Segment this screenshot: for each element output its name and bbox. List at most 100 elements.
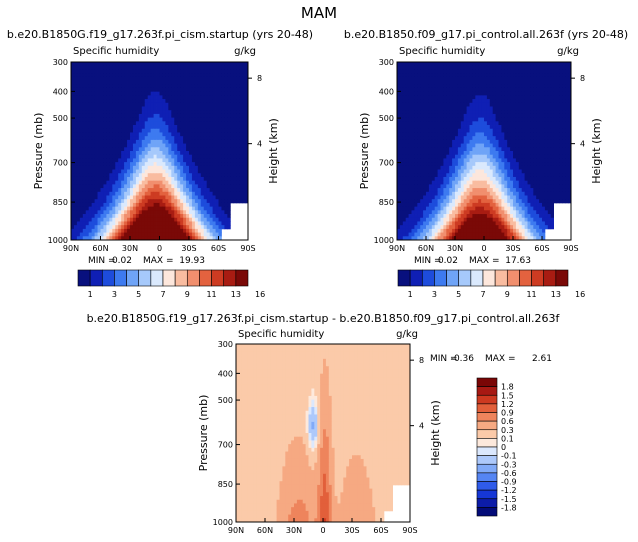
contour-cell — [553, 162, 557, 167]
contour-cell — [212, 173, 216, 178]
contour-cell — [530, 91, 534, 96]
contour-cell — [138, 188, 143, 193]
contour-cell — [530, 69, 534, 74]
contour-cell — [189, 102, 193, 107]
contour-cell — [230, 117, 234, 122]
contour-cell — [82, 228, 87, 233]
contour-cell — [112, 202, 116, 208]
contour-cell — [206, 195, 211, 200]
contour-cell — [206, 154, 211, 159]
contour-cell — [177, 87, 181, 93]
contour-cell — [215, 221, 219, 226]
contour-cell — [174, 232, 178, 237]
contour-cell — [124, 154, 128, 159]
contour-cell — [397, 99, 401, 104]
contour-cell — [437, 65, 441, 70]
contour-cell — [85, 173, 90, 178]
contour-cell — [118, 102, 122, 107]
contour-cell — [550, 188, 554, 193]
contour-cell — [191, 125, 196, 130]
contour-cell — [159, 91, 163, 96]
contour-cell — [236, 173, 240, 178]
contour-cell — [408, 102, 412, 107]
contour-cell — [501, 165, 505, 170]
contour-cell — [135, 214, 140, 219]
contour-cell — [568, 102, 572, 107]
contour-cell — [186, 169, 190, 174]
contour-cell — [112, 214, 116, 219]
contour-cell — [402, 76, 407, 81]
contour-cell — [94, 136, 98, 141]
contour-cell — [168, 191, 172, 196]
contour-cell — [200, 147, 205, 152]
contour-cell — [544, 147, 549, 152]
contour-cell — [79, 232, 84, 237]
contour-cell — [150, 143, 154, 148]
contour-cell — [112, 188, 116, 193]
contour-cell — [245, 176, 249, 182]
contour-cell — [227, 151, 231, 156]
contour-cell — [515, 84, 520, 89]
contour-cell — [212, 162, 216, 167]
contour-cell — [233, 125, 237, 130]
contour-cell — [489, 87, 494, 93]
contour-cell — [73, 113, 78, 119]
contour-cell — [191, 69, 196, 74]
contour-cell — [420, 95, 424, 100]
contour-cell — [245, 84, 249, 89]
contour-cell — [180, 95, 184, 100]
colorbar: 1 3 5 7 9 11 13 16 — [77, 269, 265, 299]
contour-cell — [547, 125, 552, 130]
contour-cell — [428, 143, 433, 148]
contour-cell — [124, 125, 128, 130]
contour-cell — [408, 76, 412, 81]
contour-cell — [91, 173, 95, 178]
contour-cell — [498, 173, 502, 178]
contour-cell — [457, 113, 462, 119]
contour-cell — [159, 87, 163, 93]
contour-cell — [521, 117, 525, 122]
contour-cell — [242, 87, 246, 93]
contour-cell — [118, 154, 122, 159]
contour-cell — [203, 151, 208, 156]
contour-cell — [121, 191, 125, 196]
contour-cell — [200, 62, 205, 67]
contour-cell — [562, 110, 566, 115]
contour-cell — [539, 69, 543, 74]
contour-cell — [501, 91, 505, 96]
contour-cell — [147, 165, 152, 170]
contour-cell — [440, 62, 444, 67]
contour-cell — [174, 147, 178, 152]
contour-cell — [82, 117, 87, 122]
contour-cell — [79, 173, 84, 178]
contour-cell — [507, 76, 511, 81]
contour-cell — [132, 132, 137, 137]
contour-cell — [452, 106, 456, 111]
contour-cell — [124, 176, 128, 182]
contour-cell — [132, 151, 137, 156]
contour-cell — [218, 228, 222, 233]
contour-cell — [428, 99, 433, 104]
contour-cell — [230, 73, 234, 78]
contour-cell — [544, 62, 549, 67]
contour-cell — [118, 188, 122, 193]
contour-cell — [73, 80, 78, 85]
contour-cell — [431, 184, 436, 189]
contour-cell — [469, 69, 473, 74]
contour-cell — [177, 102, 181, 107]
contour-cell — [118, 210, 122, 215]
contour-cell — [440, 113, 444, 119]
contour-cell — [118, 128, 122, 133]
contour-cell — [402, 132, 407, 137]
contour-cell — [118, 184, 122, 189]
contour-cell — [162, 62, 166, 67]
contour-cell — [455, 158, 459, 163]
contour-cell — [475, 91, 479, 96]
contour-cell — [118, 73, 122, 78]
contour-cell — [501, 99, 505, 104]
contour-cell — [486, 69, 491, 74]
contour-cell — [121, 87, 125, 93]
contour-cell — [174, 217, 178, 222]
contour-cell — [127, 128, 131, 133]
contour-cell — [242, 195, 246, 200]
